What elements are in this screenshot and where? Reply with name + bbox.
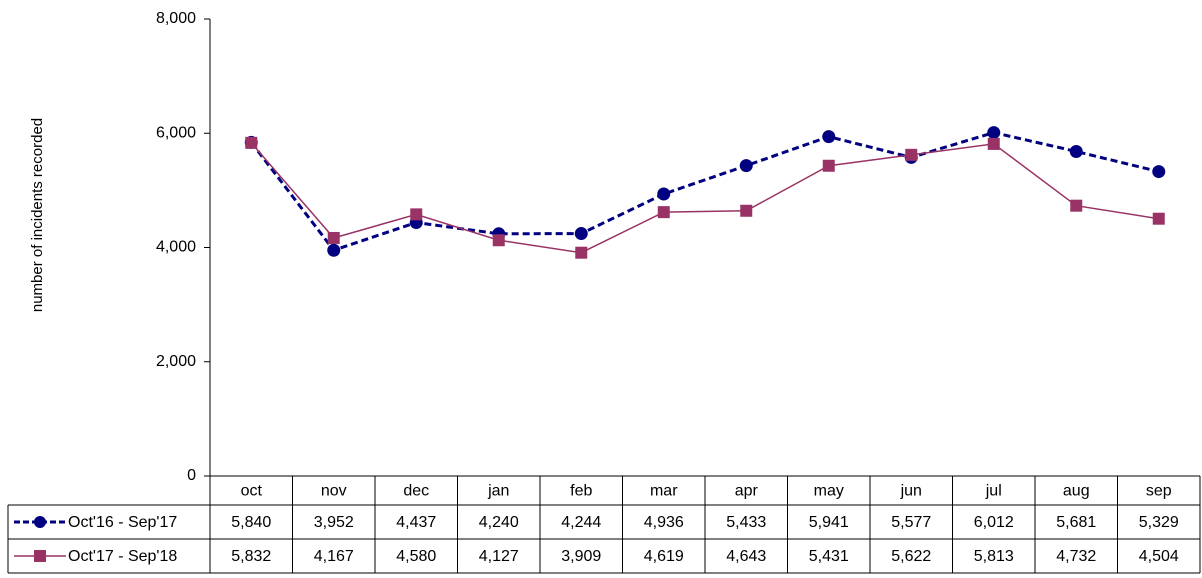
table-value: 5,622 bbox=[891, 548, 931, 565]
data-point bbox=[740, 204, 753, 217]
legend-label: Oct'16 - Sep'17 bbox=[68, 514, 177, 531]
x-tick-label: jan bbox=[487, 483, 509, 500]
y-tick-label: 2,000 bbox=[156, 353, 196, 370]
series-line bbox=[250, 131, 1160, 253]
table-value: 4,437 bbox=[396, 514, 436, 531]
data-point bbox=[657, 206, 670, 219]
data-point bbox=[1152, 165, 1166, 179]
data-point bbox=[987, 126, 1001, 140]
table-value: 4,643 bbox=[726, 548, 766, 565]
x-tick-label: oct bbox=[241, 483, 263, 500]
data-point bbox=[739, 159, 753, 173]
y-axis-label: number of incidents recorded bbox=[29, 118, 46, 312]
table-value: 4,580 bbox=[396, 548, 436, 565]
table-value: 5,431 bbox=[809, 548, 849, 565]
table-value: 4,504 bbox=[1139, 548, 1179, 565]
table-value: 5,832 bbox=[231, 548, 271, 565]
table-value: 3,952 bbox=[314, 514, 354, 531]
table-value: 4,732 bbox=[1056, 548, 1096, 565]
x-tick-label: sep bbox=[1146, 483, 1172, 500]
data-point bbox=[1069, 144, 1083, 158]
series-line bbox=[250, 142, 1159, 254]
table-value: 4,619 bbox=[644, 548, 684, 565]
table-value: 4,936 bbox=[644, 514, 684, 531]
x-tick-label: jun bbox=[900, 483, 922, 500]
legend-marker bbox=[34, 516, 46, 528]
legend-marker bbox=[34, 550, 46, 562]
data-point bbox=[1070, 199, 1083, 212]
data-point bbox=[574, 227, 588, 241]
data-point bbox=[492, 234, 505, 247]
table-value: 5,329 bbox=[1139, 514, 1179, 531]
data-point bbox=[822, 130, 836, 144]
data-point bbox=[327, 243, 341, 257]
data-point bbox=[410, 208, 423, 221]
data-point bbox=[657, 187, 671, 201]
x-tick-label: mar bbox=[650, 483, 678, 500]
data-point bbox=[245, 136, 258, 149]
table-value: 5,813 bbox=[974, 548, 1014, 565]
table-value: 4,240 bbox=[479, 514, 519, 531]
data-point bbox=[327, 231, 340, 244]
table-value: 5,681 bbox=[1056, 514, 1096, 531]
x-tick-label: jul bbox=[985, 483, 1002, 500]
table-value: 5,577 bbox=[891, 514, 931, 531]
x-tick-label: apr bbox=[735, 483, 759, 500]
data-point bbox=[905, 148, 918, 161]
data-point bbox=[987, 137, 1000, 150]
x-tick-label: feb bbox=[570, 483, 592, 500]
y-tick-label: 0 bbox=[187, 467, 196, 484]
table-value: 6,012 bbox=[974, 514, 1014, 531]
y-tick-label: 8,000 bbox=[156, 10, 196, 27]
data-point bbox=[822, 159, 835, 172]
table-value: 3,909 bbox=[561, 548, 601, 565]
legend-label: Oct'17 - Sep'18 bbox=[68, 548, 177, 565]
x-tick-label: aug bbox=[1063, 483, 1090, 500]
table-value: 4,244 bbox=[561, 514, 601, 531]
y-tick-label: 4,000 bbox=[156, 239, 196, 256]
data-point bbox=[1152, 212, 1165, 225]
y-tick-label: 6,000 bbox=[156, 124, 196, 141]
table-value: 5,840 bbox=[231, 514, 271, 531]
table-value: 5,433 bbox=[726, 514, 766, 531]
data-point bbox=[575, 246, 588, 259]
x-tick-label: may bbox=[814, 483, 844, 500]
x-tick-label: nov bbox=[321, 483, 347, 500]
table-value: 4,127 bbox=[479, 548, 519, 565]
table-value: 5,941 bbox=[809, 514, 849, 531]
table-value: 4,167 bbox=[314, 548, 354, 565]
x-tick-label: dec bbox=[403, 483, 429, 500]
